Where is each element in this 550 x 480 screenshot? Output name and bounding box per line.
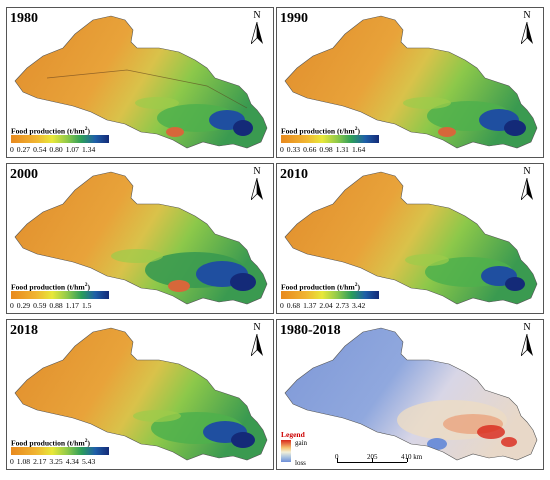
color-bar: [281, 135, 379, 143]
north-arrow-icon: N: [519, 11, 535, 45]
panel-title: 2000: [10, 167, 38, 182]
panel-title: 1990: [280, 11, 308, 26]
color-bar: [11, 291, 109, 299]
north-arrow-icon: N: [519, 167, 535, 201]
change-legend: Legend gain loss: [281, 430, 329, 468]
change-map: [284, 327, 538, 461]
region-map: [14, 171, 268, 305]
legend-ticks: 0 0.33 0.66 0.98 1.31 1.64: [280, 145, 366, 154]
north-arrow-icon: N: [249, 11, 265, 45]
region-map: [14, 327, 268, 461]
map-panel-2000: 2000 N Food production (t/hm2) 0 0.29 0.59…: [6, 163, 274, 314]
region-map: [14, 15, 268, 149]
change-color-bar: [281, 440, 291, 462]
region-map: [284, 15, 538, 149]
scale-bar: 0 205 410 km: [335, 453, 437, 468]
map-panel-1990: 1990 N Food production (t/hm2) 0 0.33 0.66…: [276, 7, 544, 158]
north-arrow-icon: N: [249, 323, 265, 357]
scale-label: 205: [367, 453, 378, 461]
color-bar: [11, 135, 109, 143]
legend-gain-label: gain: [295, 439, 308, 447]
color-bar: [281, 291, 379, 299]
map-panel-change: 1980-2018 N Legend gain loss 0 205 410 k…: [276, 319, 544, 470]
map-panel-2010: 2010 N Food production (t/hm2) 0 0.68 1.37…: [276, 163, 544, 314]
panel-title: 2010: [280, 167, 308, 182]
legend-loss-label: loss: [295, 459, 306, 467]
map-panel-1980: 1980 N Food production (t/hm2) 0 0.27 0.54…: [6, 7, 274, 158]
legend-title: Legend: [281, 430, 305, 439]
legend-title: Food production (t/hm2): [11, 438, 90, 448]
panel-title: 1980-2018: [280, 323, 341, 338]
north-arrow-icon: N: [249, 167, 265, 201]
legend-ticks: 0 0.68 1.37 2.04 2.73 3.42: [280, 301, 366, 310]
legend-title: Food production (t/hm2): [281, 126, 360, 136]
map-panel-2018: 2018 N Food production (t/hm2) 0 1.08 2.17…: [6, 319, 274, 470]
scale-label: 410 km: [401, 453, 423, 461]
panel-title: 2018: [10, 323, 38, 338]
legend-ticks: 0 1.08 2.17 3.25 4.34 5.43: [10, 457, 96, 466]
color-bar: [11, 447, 109, 455]
legend-title: Food production (t/hm2): [281, 282, 360, 292]
legend-ticks: 0 0.27 0.54 0.80 1.07 1.34: [10, 145, 96, 154]
panel-title: 1980: [10, 11, 38, 26]
legend-ticks: 0 0.29 0.59 0.88 1.17 1.5: [10, 301, 92, 310]
north-arrow-icon: N: [519, 323, 535, 357]
legend-title: Food production (t/hm2): [11, 126, 90, 136]
legend-title: Food production (t/hm2): [11, 282, 90, 292]
scale-label: 0: [335, 453, 339, 461]
region-map: [284, 171, 538, 305]
